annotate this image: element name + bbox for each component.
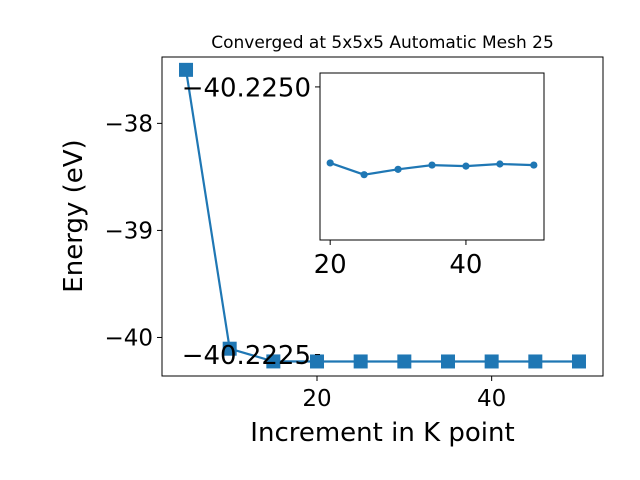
inset-x-tick-label: 20 <box>314 250 347 280</box>
main-y-tick-label: −38 <box>104 112 153 138</box>
inset-data-point <box>394 165 402 173</box>
main-series <box>179 62 586 369</box>
inset-data-point <box>496 160 504 168</box>
inset-y-tick-label: −40.2225 <box>182 341 311 371</box>
main-x-tick-label: 40 <box>477 386 506 412</box>
inset-x-ticks: 20 40 <box>314 240 482 280</box>
main-x-ticks: 20 40 <box>302 376 506 412</box>
main-data-point <box>353 354 368 369</box>
main-data-point <box>310 354 325 369</box>
inset-data-point <box>462 162 470 170</box>
main-x-tick-label: 20 <box>302 386 331 412</box>
inset-y-ticks: −40.2250 −40.2225 <box>182 73 320 371</box>
main-y-ticks: −38 −39 −40 <box>104 112 162 352</box>
inset-data-point <box>530 161 538 169</box>
inset-data-point <box>360 171 368 179</box>
main-data-point <box>179 62 194 77</box>
main-data-point <box>266 354 281 369</box>
inset-data-point <box>326 159 334 167</box>
main-data-point <box>484 354 499 369</box>
main-data-point <box>222 341 237 356</box>
inset-data-point <box>428 161 436 169</box>
main-data-point <box>397 354 412 369</box>
main-data-point <box>571 354 586 369</box>
main-y-tick-label: −40 <box>104 326 153 352</box>
y-axis-label: Energy (eV) <box>59 139 89 292</box>
main-y-tick-label: −39 <box>104 219 153 245</box>
inset-plot-area <box>319 72 545 241</box>
inset-x-tick-label: 40 <box>449 250 482 280</box>
main-series-line <box>184 69 579 363</box>
main-data-point <box>528 354 543 369</box>
main-data-point <box>440 354 455 369</box>
inset-series <box>326 159 538 179</box>
x-axis-label: Increment in K point <box>250 418 514 448</box>
inset-y-tick-label: −40.2250 <box>182 73 311 103</box>
chart-title: Converged at 5x5x5 Automatic Mesh 25 <box>211 33 554 53</box>
